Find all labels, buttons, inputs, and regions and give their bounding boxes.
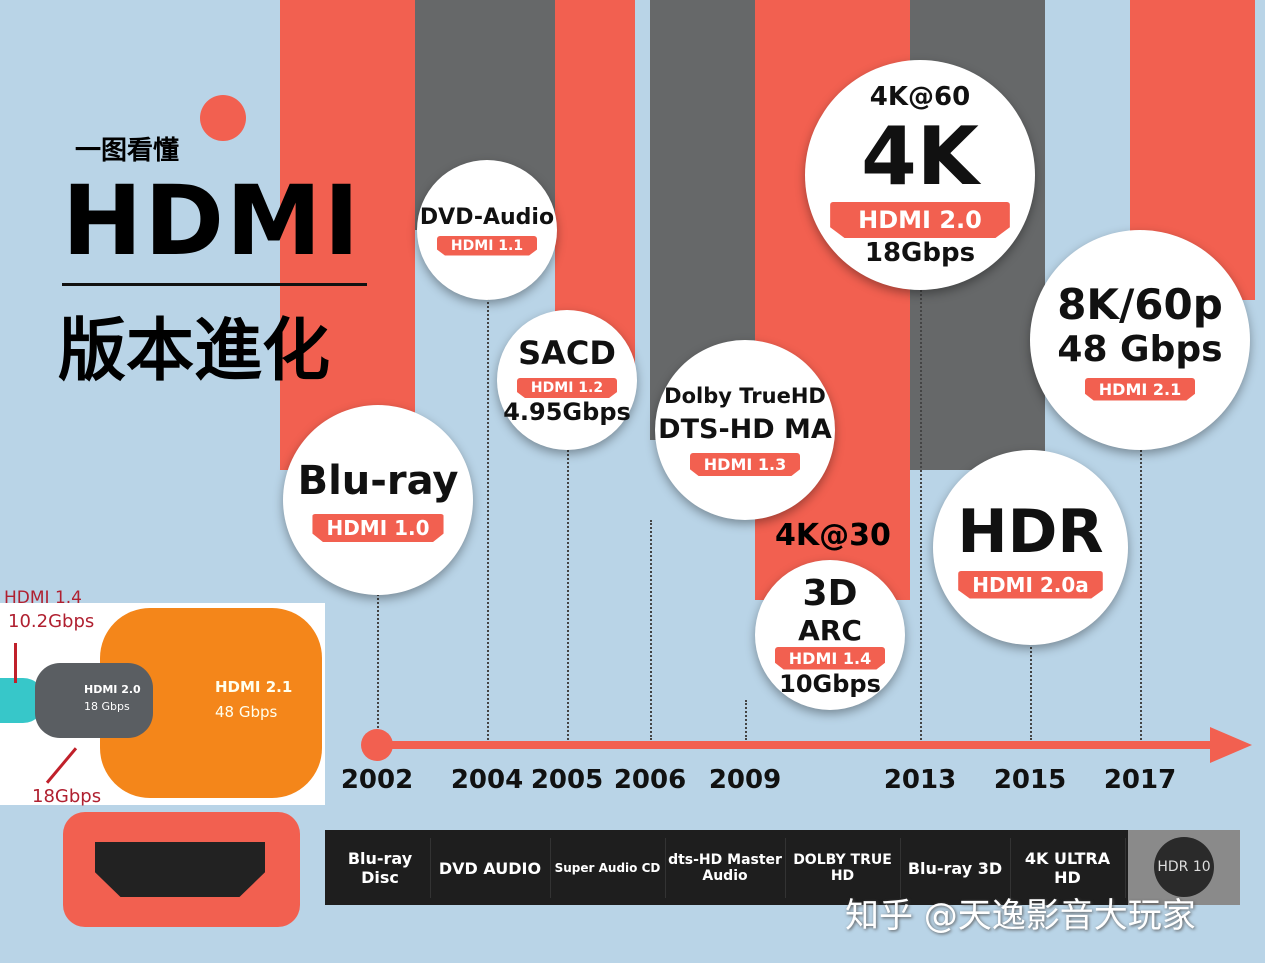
- page-title: HDMI: [62, 165, 362, 277]
- bandwidth-label: 18Gbps: [864, 238, 976, 268]
- top-label: 4K@30: [775, 518, 891, 553]
- year-label: 2004: [450, 765, 524, 795]
- hdmi21-label: HDMI 2.1: [215, 678, 293, 696]
- format-logo-bar: [325, 830, 1240, 905]
- hdmi-port-icon: [95, 842, 265, 897]
- feature-label: DVD-Audio: [419, 204, 555, 230]
- connector: [377, 590, 379, 740]
- page-subtitle: 版本進化: [58, 312, 331, 391]
- hdmi20-arrow-label: 18Gbps: [32, 786, 102, 807]
- milestone-4k: 4K@60 4K HDMI 2.0 18Gbps: [805, 60, 1035, 290]
- version-tag: HDMI 2.0a: [958, 570, 1103, 599]
- year-label: 2005: [530, 765, 604, 795]
- year-label: 2017: [1103, 765, 1177, 795]
- sacd-logo: Super Audio CD: [550, 838, 666, 898]
- dts-hd-logo: dts-HD Master Audio: [665, 838, 786, 898]
- milestone-dolby: Dolby TrueHD DTS-HD MA HDMI 1.3: [655, 340, 835, 520]
- hdmi14-label: HDMI 1.4: [4, 588, 82, 608]
- timeline-axis: [377, 741, 1217, 749]
- feature-label: Dolby TrueHD: [664, 384, 826, 408]
- milestone-bluray: Blu-ray HDMI 1.0: [283, 405, 473, 595]
- feature-label: 4K: [861, 110, 979, 203]
- cable-illustration: HDMI 2.1 48 Gbps HDMI 2.0 18 Gbps: [0, 603, 325, 805]
- year-label: 2002: [340, 765, 414, 795]
- bluray-logo: Blu-ray Disc: [330, 838, 431, 898]
- dvd-audio-logo: DVD AUDIO: [430, 838, 551, 898]
- connector: [1140, 450, 1142, 740]
- hdmi21-bandwidth: 48 Gbps: [215, 703, 278, 721]
- milestone-sacd: SACD HDMI 1.2 4.95Gbps: [497, 310, 637, 450]
- year-label: 2015: [993, 765, 1067, 795]
- hdr10-tile: HDR 10: [1128, 830, 1240, 905]
- version-tag: HDMI 1.1: [436, 235, 538, 256]
- arrow-up-icon: [14, 643, 17, 683]
- feature-label: SACD: [518, 334, 616, 372]
- milestone-dvd-audio: DVD-Audio HDMI 1.1: [417, 160, 557, 300]
- version-tag: HDMI 2.0: [830, 202, 1010, 238]
- hdmi20-label: HDMI 2.0: [84, 683, 141, 696]
- year-label: 2009: [708, 765, 782, 795]
- title-divider: [62, 283, 367, 286]
- milestone-hdr: HDR HDMI 2.0a: [933, 450, 1128, 645]
- connector: [567, 450, 569, 740]
- brand-text: 一图看懂: [75, 136, 180, 166]
- milestone-8k: 8K/60p 48 Gbps HDMI 2.1: [1030, 230, 1250, 450]
- year-label: 2013: [883, 765, 957, 795]
- arrow-down-icon: [45, 747, 78, 784]
- watermark: 知乎 @天逸影音大玩家: [845, 896, 1196, 936]
- feature-label-2: ARC: [798, 613, 862, 647]
- feature-label: 3D: [802, 572, 858, 614]
- connector: [745, 700, 747, 740]
- column-2002: [280, 0, 415, 470]
- bandwidth-label: 4.95Gbps: [503, 398, 631, 426]
- hdmi14-bandwidth: 10.2Gbps: [8, 611, 95, 632]
- bandwidth-label: 10Gbps: [779, 669, 881, 698]
- hdmi20-cable: [35, 663, 153, 738]
- 4k-ultra-hd-logo: 4K ULTRA HD: [1010, 838, 1126, 898]
- hdr10-logo: HDR 10: [1154, 837, 1214, 897]
- feature-label: Blu-ray: [297, 458, 459, 504]
- version-tag: HDMI 1.0: [312, 514, 444, 542]
- hdmi-connector-tile: [63, 812, 300, 927]
- hdmi20-bandwidth: 18 Gbps: [84, 700, 130, 713]
- feature-label: 8K/60p: [1057, 279, 1223, 329]
- connector: [650, 520, 652, 740]
- feature-label-2: 48 Gbps: [1057, 328, 1223, 370]
- milestone-3d: 3D ARC HDMI 1.4 10Gbps: [755, 560, 905, 710]
- bluray-3d-logo: Blu-ray 3D: [900, 838, 1011, 898]
- connector: [1030, 640, 1032, 740]
- dolby-truehd-logo: DOLBY TRUE HD: [785, 838, 901, 898]
- timeline-arrow-icon: [1210, 727, 1252, 763]
- version-tag: HDMI 1.2: [516, 378, 618, 398]
- feature-label: HDR: [957, 496, 1104, 567]
- feature-label-2: DTS-HD MA: [658, 414, 832, 445]
- version-tag: HDMI 2.1: [1084, 377, 1196, 401]
- connector: [920, 290, 922, 740]
- version-tag: HDMI 1.4: [774, 646, 886, 670]
- connector: [487, 295, 489, 740]
- brand-logo-icon: [200, 95, 246, 141]
- timeline-start-dot: [361, 729, 393, 761]
- version-tag: HDMI 1.3: [689, 453, 801, 476]
- top-label: 4K@60: [869, 82, 971, 112]
- year-label: 2006: [613, 765, 687, 795]
